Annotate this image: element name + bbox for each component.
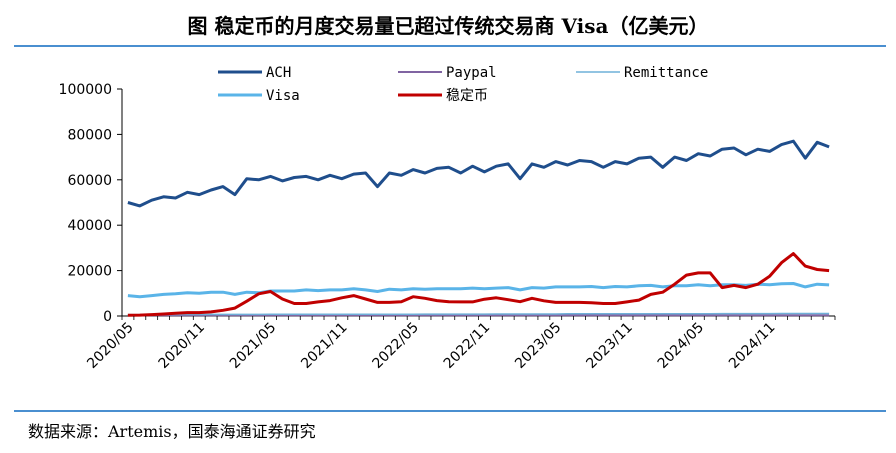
legend-item: Paypal [398,65,497,81]
legend-label: Paypal [446,65,497,81]
x-tick-label: 2022/05 [370,320,422,372]
legend-label: Remittance [624,65,708,81]
x-tick-label: 2021/11 [298,320,350,372]
source-note: 数据来源：Artemis，国泰海通证券研究 [28,422,316,441]
legend-item: ACH [218,65,291,81]
x-tick-label: 2022/11 [441,320,493,372]
y-tick-label: 0 [103,309,112,325]
x-tick-label: 2023/05 [512,320,564,372]
legend-label: 稳定币 [446,88,488,104]
series-line [127,312,830,316]
x-axis-ticks: 2020/05 2020/11 2021/05 2021/11 2022/05 2022/… [84,316,836,372]
chart-title: 图 稳定币的月度交易量已超过传统交易商 Visa（亿美元） [187,14,709,38]
legend-item: Visa [218,88,300,104]
legend-label: ACH [266,65,291,81]
y-tick-label: 40000 [67,218,112,234]
x-tick-label: 2024/11 [726,320,778,372]
y-tick-label: 60000 [67,173,112,189]
legend-item: 稳定币 [398,88,488,104]
y-tick-label: 80000 [67,127,112,143]
series-line [127,252,830,317]
series-line [127,282,830,299]
x-tick-label: 2020/11 [156,320,208,372]
series-line [127,139,830,208]
x-tick-label: 2023/11 [583,320,635,372]
title-divider [14,45,886,47]
legend: ACH Paypal Remittance Visa 稳定币 [218,65,708,104]
legend-item: Remittance [576,65,708,81]
x-tick-label: 2024/05 [655,320,707,372]
line-chart: ACH Paypal Remittance Visa 稳定币 0 20000 40000 60… [59,65,836,372]
x-tick-label: 2020/05 [84,320,136,372]
y-tick-label: 100000 [59,82,112,98]
source-divider [14,410,886,412]
legend-label: Visa [266,88,300,104]
series-layer [127,139,830,317]
x-tick-label: 2021/05 [227,320,279,372]
y-tick-label: 20000 [67,264,112,280]
